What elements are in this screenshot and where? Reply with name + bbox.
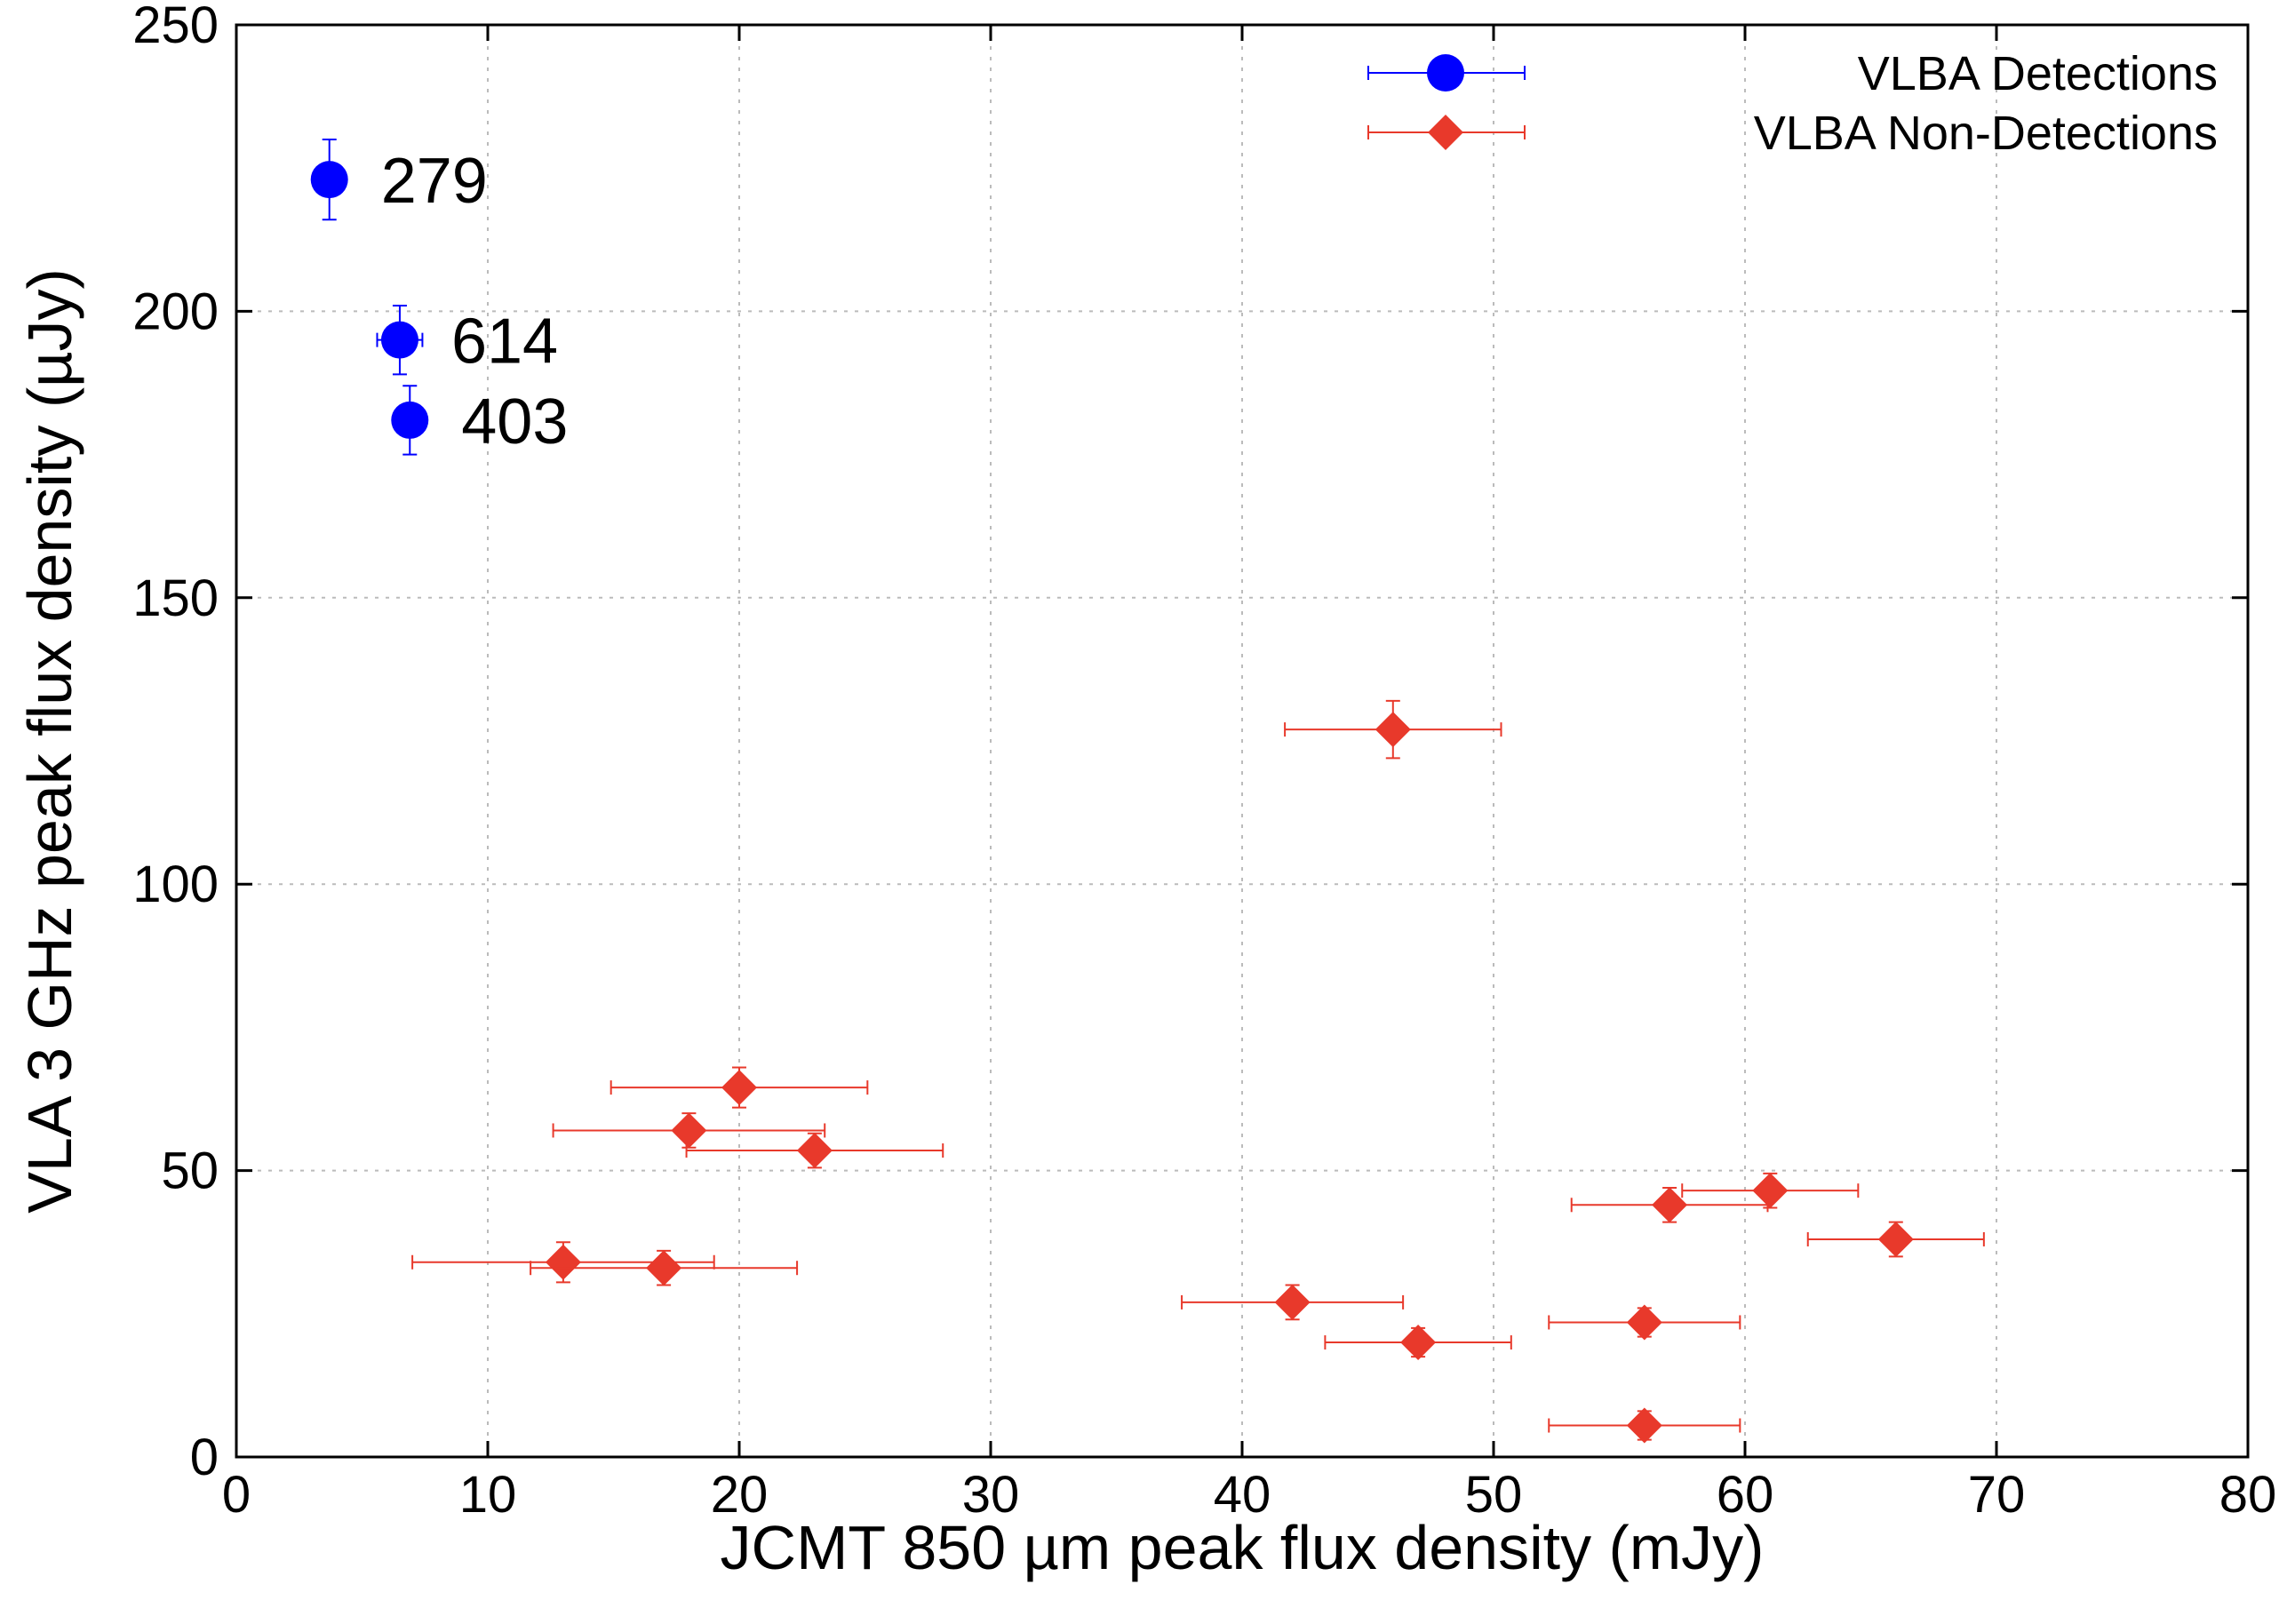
data-series: 279 614 403: [310, 138, 1985, 1444]
diamond-marker: [1626, 1407, 1662, 1444]
data-point: [685, 1132, 944, 1169]
y-tick-label: 50: [161, 1142, 219, 1200]
legend-marker: [1427, 54, 1464, 92]
diamond-marker: [796, 1133, 833, 1169]
data-point: [1181, 1284, 1405, 1321]
x-tick-label: 20: [711, 1466, 769, 1524]
data-point: [1548, 1407, 1741, 1444]
diamond-marker: [1400, 1325, 1437, 1361]
x-tick-label: 60: [1717, 1466, 1774, 1524]
circle-marker: [380, 321, 418, 359]
data-point: [1324, 1325, 1512, 1361]
data-point: [1548, 1304, 1741, 1341]
legend-label: VLBA Detections: [1858, 47, 2218, 100]
series-non-detections: [411, 699, 1985, 1444]
diamond-marker: [1274, 1284, 1311, 1320]
diamond-marker: [1626, 1304, 1662, 1341]
y-tick-label: 150: [132, 569, 219, 627]
x-tick-label: 40: [1214, 1466, 1271, 1524]
y-tick-label: 250: [132, 0, 219, 54]
data-point: [1570, 1186, 1769, 1223]
y-axis-label: VLA 3 GHz peak flux density (µJy): [15, 268, 84, 1214]
data-point: [530, 1249, 799, 1286]
diamond-marker: [1375, 712, 1411, 748]
data-point: 279: [310, 138, 488, 221]
point-label: 403: [461, 386, 568, 458]
diamond-marker: [1652, 1187, 1688, 1223]
x-tick-label: 80: [2219, 1466, 2277, 1524]
y-tick-label: 0: [190, 1429, 219, 1486]
x-tick-label: 0: [222, 1466, 251, 1524]
data-point: 614: [376, 304, 558, 378]
data-point: 403: [391, 385, 568, 458]
x-tick-label: 30: [962, 1466, 1020, 1524]
diamond-marker: [671, 1112, 707, 1149]
circle-marker: [310, 161, 348, 199]
diamond-marker: [1877, 1221, 1914, 1257]
x-tick-label: 50: [1465, 1466, 1523, 1524]
plot-frame: [235, 23, 2250, 1459]
data-point: [1284, 699, 1502, 760]
x-tick-label: 70: [1968, 1466, 2026, 1524]
circle-marker: [391, 401, 429, 439]
point-label: 614: [451, 306, 558, 378]
legend-entry: VLBA Non-Detections: [1367, 107, 2218, 160]
point-label: 279: [381, 146, 488, 217]
x-tick-label: 10: [459, 1466, 517, 1524]
grid-lines: [236, 25, 2248, 1457]
y-tick-label: 200: [132, 283, 219, 340]
tick-labels: 0 10 20 30 40 50 60 70 80 0 50 100 150 200 250: [132, 0, 2276, 1524]
diamond-marker: [545, 1244, 581, 1280]
legend-entry: VLBA Detections: [1367, 47, 2218, 100]
legend-marker: [1428, 115, 1463, 150]
data-point: [1806, 1221, 1985, 1258]
diamond-marker: [1752, 1173, 1789, 1209]
diamond-marker: [646, 1250, 682, 1286]
series-detections: 279 614 403: [310, 138, 568, 458]
legend: VLBA Detections VLBA Non-Detections: [1367, 47, 2218, 160]
data-point: [552, 1112, 826, 1149]
legend-label: VLBA Non-Detections: [1754, 107, 2218, 160]
y-tick-label: 100: [132, 856, 219, 913]
x-axis-label: JCMT 850 µm peak flux density (mJy): [721, 1513, 1765, 1582]
data-point: [610, 1066, 869, 1109]
diamond-marker: [721, 1070, 757, 1106]
data-point: [1681, 1172, 1860, 1209]
